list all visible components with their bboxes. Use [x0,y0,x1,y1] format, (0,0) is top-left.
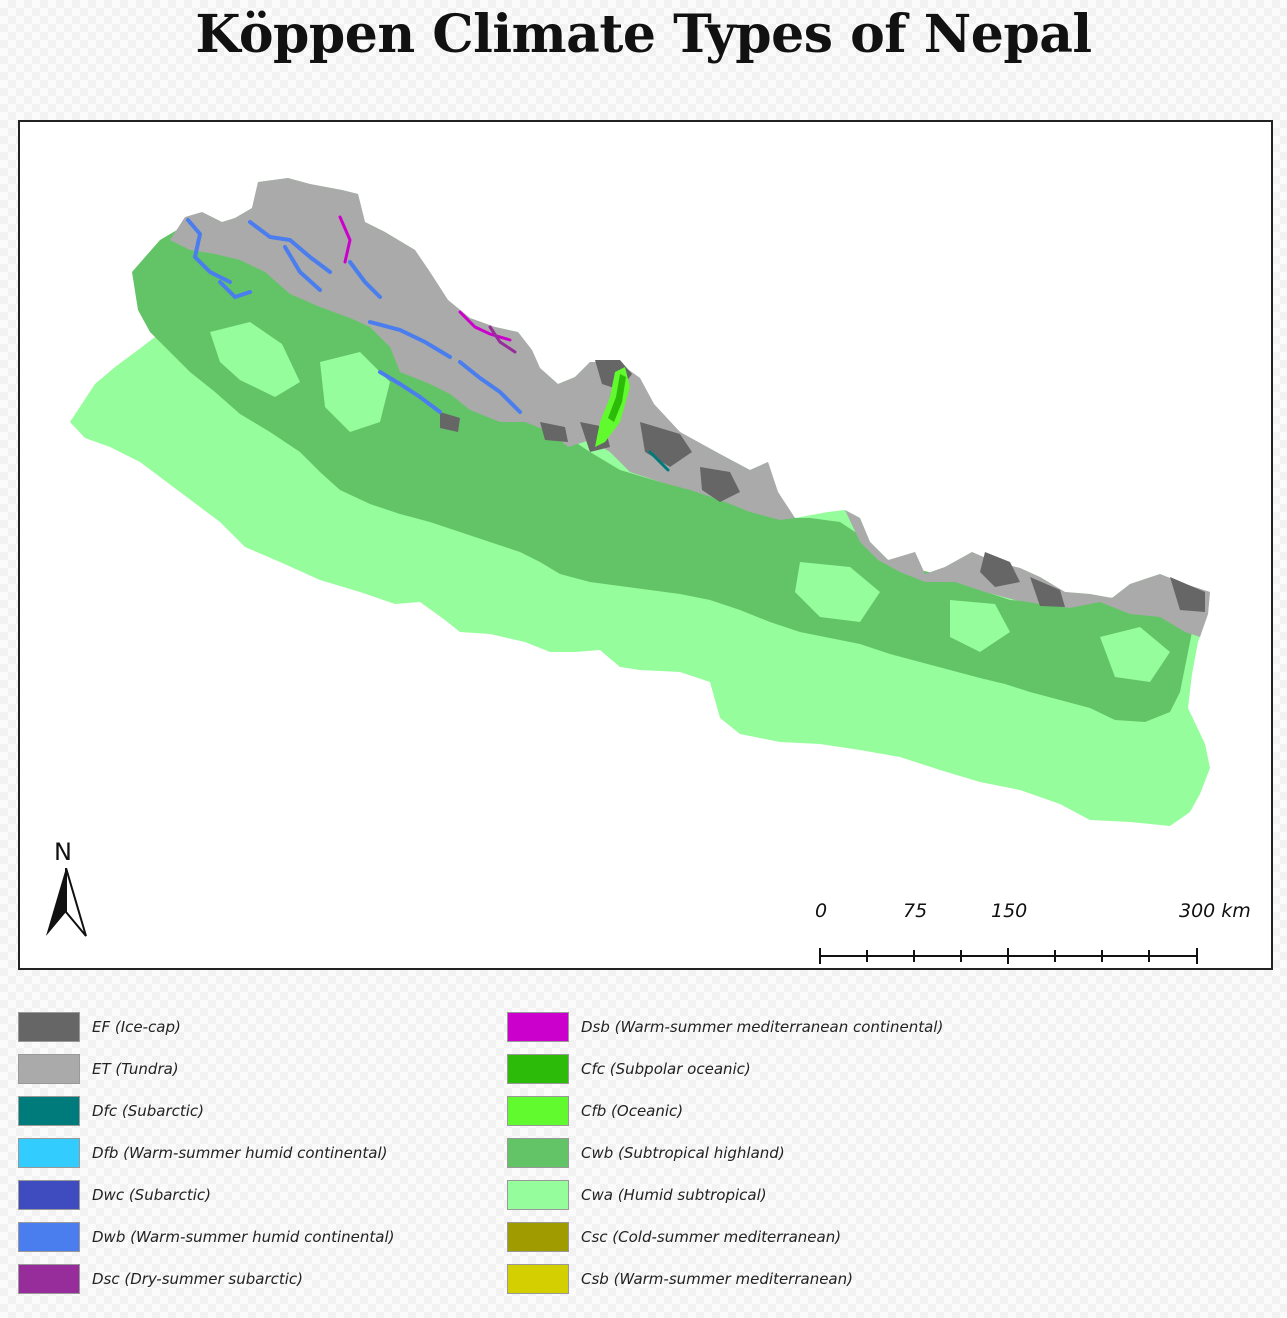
legend-item: Cwa (Humid subtropical) [507,1178,1027,1220]
legend-item: Dsb (Warm-summer mediterranean continent… [507,1010,1027,1052]
legend-label: EF (Ice-cap) [92,1018,181,1036]
legend-label: Dsb (Warm-summer mediterranean continent… [581,1018,944,1036]
legend-label: Cwa (Humid subtropical) [581,1186,767,1204]
legend-label: Dfb (Warm-summer humid continental) [92,1144,388,1162]
legend-swatch [507,1096,569,1126]
region-cwa-valley-3 [795,562,880,622]
scale-label-150: 150 [991,900,1028,922]
legend-swatch [507,1222,569,1252]
legend-label: Dwc (Subarctic) [92,1186,211,1204]
north-label: N [54,838,72,866]
north-arrow-icon [46,868,87,937]
region-cwa-valley-2 [320,352,390,432]
legend-item: Cwb (Subtropical highland) [507,1136,1027,1178]
legend-item: Dfb (Warm-summer humid continental) [18,1136,538,1178]
region-cwa-valley-4 [1100,627,1170,682]
legend-label: Cfb (Oceanic) [581,1102,684,1120]
legend-swatch [18,1096,80,1126]
legend-swatch [18,1138,80,1168]
scale-bar: 0 75 150 300 km [815,900,1255,964]
map-frame: N 0 75 150 300 km [18,120,1273,970]
legend-item: Dwc (Subarctic) [18,1178,538,1220]
legend-swatch [507,1180,569,1210]
legend-label: Dfc (Subarctic) [92,1102,205,1120]
legend-label: Cfc (Subpolar oceanic) [581,1060,751,1078]
region-cwa-valley-1 [210,322,300,397]
legend-label: Csc (Cold-summer mediterranean) [581,1228,842,1246]
legend-swatch [507,1264,569,1294]
scale-label-0: 0 [815,900,828,922]
legend-swatch [18,1012,80,1042]
legend-item: ET (Tundra) [18,1052,538,1094]
north-arrow: N [44,838,90,938]
legend-column-right: Dsb (Warm-summer mediterranean continent… [507,1010,1027,1304]
nepal-map [70,178,1210,826]
legend-swatch [18,1054,80,1084]
legend-swatch [18,1222,80,1252]
legend-swatch [18,1180,80,1210]
legend-item: Dfc (Subarctic) [18,1094,538,1136]
legend-label: ET (Tundra) [92,1060,179,1078]
legend-swatch [507,1138,569,1168]
legend-swatch [18,1264,80,1294]
legend-column-left: EF (Ice-cap) ET (Tundra) Dfc (Subarctic)… [18,1010,538,1304]
legend-label: Cwb (Subtropical highland) [581,1144,785,1162]
legend-item: Csb (Warm-summer mediterranean) [507,1262,1027,1304]
region-dsc [488,325,517,354]
region-dwb [186,218,522,414]
scale-label-75: 75 [903,900,928,922]
legend-label: Dsc (Dry-summer subarctic) [92,1270,304,1288]
region-et [170,178,795,520]
region-dsb [338,215,512,342]
region-cwa-valley-5 [950,600,1010,652]
legend: EF (Ice-cap) ET (Tundra) Dfc (Subarctic)… [18,1010,1278,1310]
region-dfc [648,450,670,472]
legend-item: EF (Ice-cap) [18,1010,538,1052]
legend-item: Cfb (Oceanic) [507,1094,1027,1136]
legend-label: Dwb (Warm-summer humid continental) [92,1228,395,1246]
legend-swatch [507,1012,569,1042]
legend-swatch [507,1054,569,1084]
legend-item: Csc (Cold-summer mediterranean) [507,1220,1027,1262]
scale-label-300: 300 km [1179,900,1251,922]
region-cfc [608,374,626,422]
region-et-east [845,510,1210,637]
legend-item: Dsc (Dry-summer subarctic) [18,1262,538,1304]
legend-item: Cfc (Subpolar oceanic) [507,1052,1027,1094]
scale-ruler [819,948,1198,964]
page-title: Köppen Climate Types of Nepal [195,4,1092,65]
legend-label: Csb (Warm-summer mediterranean) [581,1270,853,1288]
legend-item: Dwb (Warm-summer humid continental) [18,1220,538,1262]
